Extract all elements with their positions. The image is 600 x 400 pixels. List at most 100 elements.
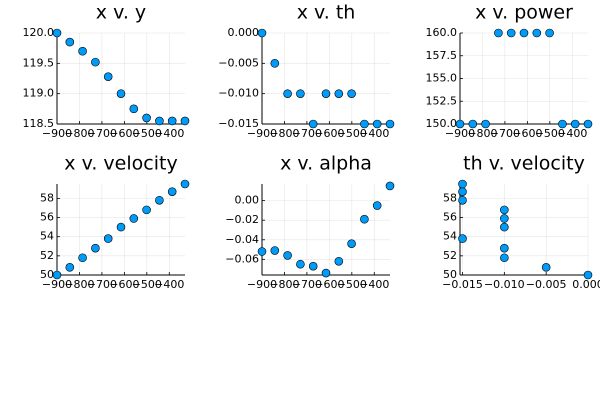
y-tick-label: 0.000 — [228, 26, 260, 39]
x-tick-label: −800 — [269, 127, 299, 140]
point — [155, 195, 164, 205]
x-tick-label: −600 — [109, 127, 139, 140]
x-tick-label: −700 — [490, 127, 520, 140]
x-tick-label: −700 — [292, 278, 322, 291]
point — [372, 119, 382, 129]
y-tick-label: 54 — [40, 230, 54, 243]
point — [296, 259, 305, 269]
x-tick-label: −400 — [557, 127, 587, 140]
point — [116, 222, 126, 232]
point — [458, 179, 467, 189]
point — [308, 119, 318, 129]
point — [129, 104, 139, 114]
point — [541, 263, 551, 272]
point — [455, 119, 465, 129]
point — [321, 89, 331, 98]
point — [296, 89, 305, 98]
y-tick-label: 0.00 — [235, 194, 260, 207]
point — [500, 222, 509, 232]
x-tick-label: −700 — [292, 127, 322, 140]
x-tick-label: −900 — [247, 278, 277, 291]
point — [180, 116, 190, 126]
y-tick-label: −0.015 — [218, 117, 259, 130]
point — [458, 195, 467, 205]
point — [257, 28, 267, 38]
x-tick-label: −0.005 — [526, 278, 567, 291]
point — [91, 57, 100, 67]
x-tick-label: −800 — [64, 278, 94, 291]
x-tick-label: −500 — [337, 127, 367, 140]
subplot-title: x v. y — [96, 2, 146, 24]
point — [103, 72, 113, 81]
x-tick-label: −700 — [87, 127, 117, 140]
point — [103, 234, 113, 243]
x-tick-label: −800 — [64, 127, 94, 140]
point — [385, 181, 395, 191]
point — [583, 270, 593, 280]
point — [360, 119, 369, 129]
x-tick-label: −700 — [87, 278, 117, 291]
point — [468, 119, 478, 129]
y-tick-label: 160.0 — [426, 26, 458, 39]
point — [360, 214, 369, 224]
x-tick-label: −400 — [359, 127, 389, 140]
y-tick-label: 120.0 — [23, 26, 55, 39]
subplot-title: x v. th — [297, 2, 356, 24]
point — [257, 247, 267, 256]
point — [52, 270, 62, 280]
point — [558, 119, 567, 129]
x-tick-label: −800 — [467, 127, 497, 140]
x-tick-label: −400 — [154, 127, 184, 140]
point — [283, 251, 292, 260]
x-tick-label: −900 — [445, 127, 475, 140]
point — [334, 89, 344, 98]
x-tick-label: −600 — [512, 127, 542, 140]
point — [65, 37, 75, 47]
y-tick-label: 56 — [40, 211, 54, 224]
y-tick-label: 119.0 — [23, 87, 55, 100]
point — [494, 28, 503, 38]
point — [116, 89, 126, 98]
point — [308, 261, 318, 271]
point — [334, 257, 344, 266]
point — [500, 214, 509, 223]
point — [500, 253, 509, 263]
x-tick-label: −500 — [337, 278, 367, 291]
point — [270, 59, 280, 68]
point — [583, 119, 593, 129]
point — [458, 234, 467, 243]
point — [385, 119, 395, 129]
y-tick-label: −0.04 — [225, 233, 259, 246]
y-tick-label: 54 — [443, 230, 457, 243]
point — [500, 205, 509, 215]
subplot-title: th v. velocity — [463, 153, 585, 175]
y-tick-label: 56 — [443, 211, 457, 224]
subplot-title: x v. power — [475, 2, 573, 24]
y-tick-label: 150.0 — [426, 117, 458, 130]
x-tick-label: −0.015 — [442, 278, 483, 291]
point — [519, 28, 529, 38]
y-tick-label: −0.06 — [225, 252, 259, 265]
point — [458, 187, 467, 196]
point — [78, 253, 87, 263]
x-tick-label: −500 — [132, 127, 162, 140]
point — [180, 179, 190, 189]
point — [545, 28, 554, 38]
point — [78, 46, 87, 56]
x-tick-label: −500 — [132, 278, 162, 291]
y-tick-label: 119.5 — [23, 56, 55, 69]
x-tick-label: −400 — [359, 278, 389, 291]
x-tick-label: −900 — [42, 278, 72, 291]
y-tick-label: 157.5 — [426, 49, 458, 62]
point — [347, 89, 356, 98]
point — [91, 243, 100, 253]
point — [167, 116, 177, 126]
point — [167, 187, 177, 196]
subplot-title: x v. velocity — [64, 153, 177, 175]
y-tick-label: 118.5 — [23, 117, 55, 130]
point — [129, 214, 139, 223]
x-tick-label: −500 — [535, 127, 565, 140]
point — [500, 243, 509, 253]
point — [372, 201, 382, 210]
x-tick-label: −400 — [154, 278, 184, 291]
